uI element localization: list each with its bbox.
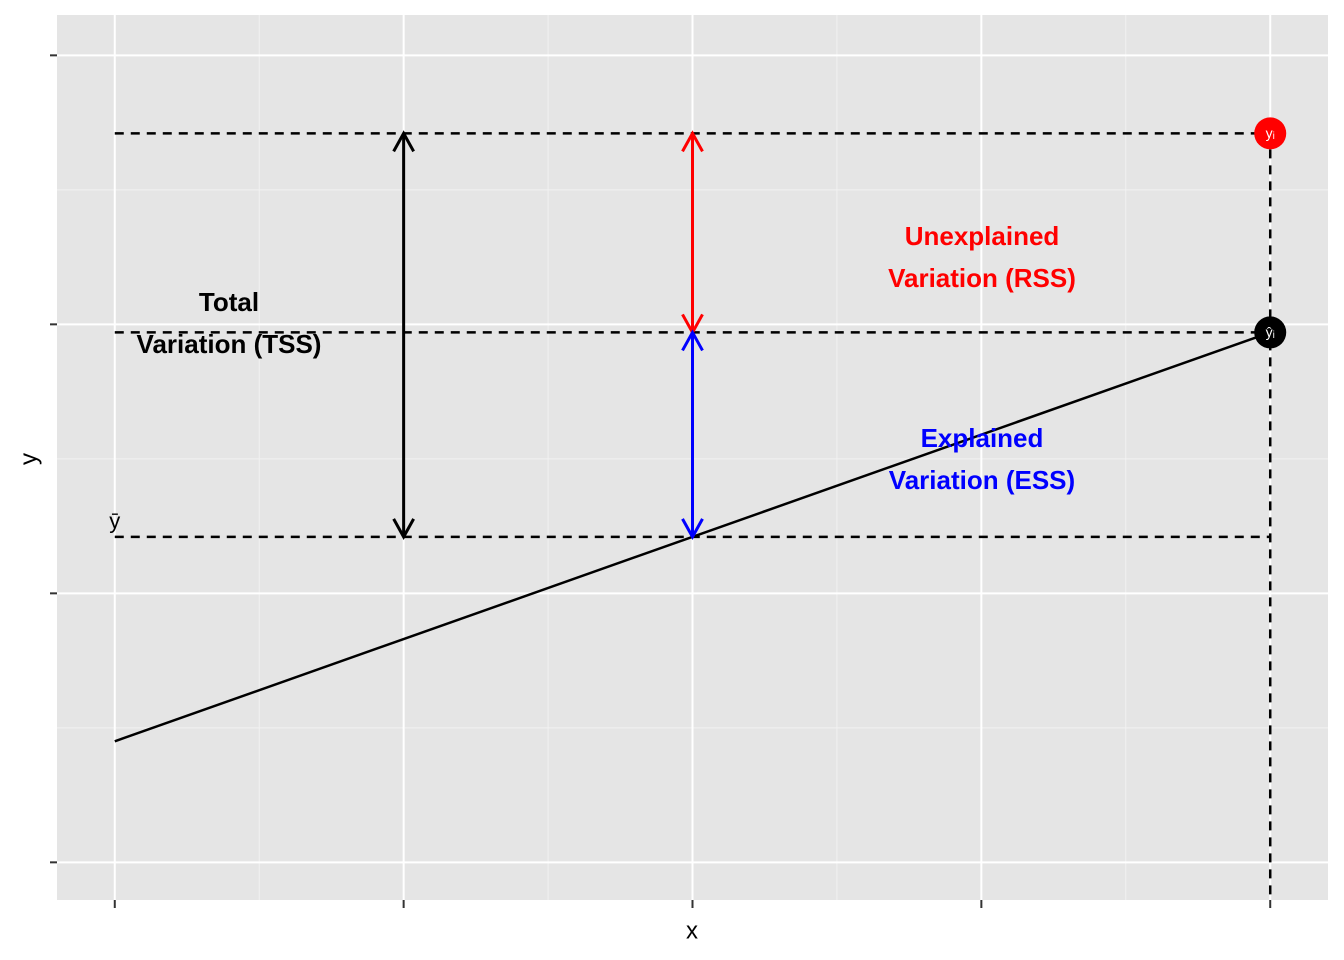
x-axis-title: x [686, 917, 698, 944]
mean-label: ȳ [109, 509, 120, 534]
annotation: Unexplained [905, 221, 1060, 251]
annotation: Explained [921, 423, 1044, 453]
annotation: Total [199, 287, 259, 317]
point [1254, 117, 1287, 150]
point-label: yᵢ [1266, 125, 1275, 141]
annotation: Variation (RSS) [888, 263, 1076, 293]
arrow-head [681, 130, 704, 153]
y-axis-title: y [15, 453, 42, 465]
point-label: ŷᵢ [1266, 324, 1275, 340]
annotation: Variation (ESS) [889, 465, 1075, 495]
arrow-head [392, 518, 415, 540]
arrow-head [681, 329, 704, 352]
annotation: Variation (TSS) [137, 329, 322, 359]
point [1254, 316, 1287, 349]
arrow-head [392, 130, 415, 153]
arrow-head [681, 518, 704, 540]
